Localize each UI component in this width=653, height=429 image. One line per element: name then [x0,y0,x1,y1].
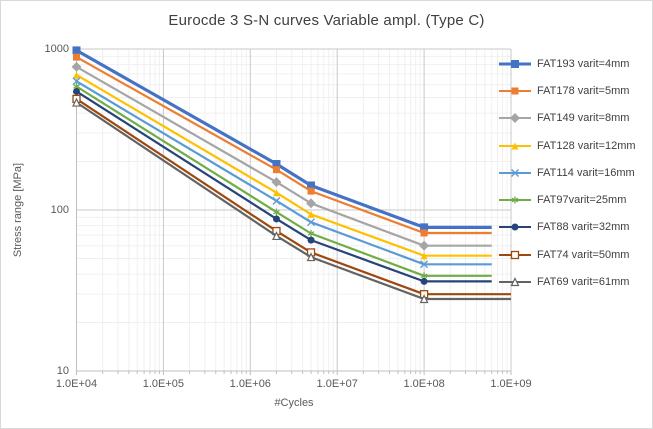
series-fat97varit-25mm [73,82,492,280]
legend-item: FAT128 varit=12mm [498,132,652,159]
x-tick-label: 1.0E+08 [403,378,445,390]
series-fat114-varit-16mm [72,77,492,269]
x-tick-label: 1.0E+09 [490,378,532,390]
series-line [75,85,492,277]
legend-swatch [499,277,531,287]
series-fat88-varit-32mm [73,87,492,285]
legend-label: FAT74 varit=50mm [537,248,630,261]
legend-swatch [499,168,531,177]
legend-label: FAT149 varit=8mm [537,112,630,125]
legend-label: FAT128 varit=12mm [537,139,636,152]
legend-label: FAT178 varit=5mm [537,84,630,97]
legend-label: FAT193 varit=4mm [537,57,630,70]
x-tick-label: 1.0E+06 [229,378,271,390]
legend-item: FAT149 varit=8mm [498,105,652,132]
legend-item: FAT69 varit=61mm [498,268,652,295]
x-tick-label: 1.0E+07 [316,378,358,390]
legend-item: FAT97varit=25mm [498,186,652,213]
legend-item: FAT88 varit=32mm [498,214,652,241]
y-tick-label: 1000 [44,42,69,55]
legend-label: FAT88 varit=32mm [537,221,630,234]
legend-swatch [499,250,531,259]
series-line [75,65,492,247]
series-fat128-varit-12mm [73,71,492,260]
legend-swatch [499,223,531,231]
y-tick-label: 10 [56,364,69,377]
legend-item: FAT114 varit=16mm [498,159,652,186]
series-fat178-varit-5mm [73,53,492,237]
legend-swatch [499,142,531,150]
legend-label: FAT114 varit=16mm [537,166,635,179]
legend-swatch [499,113,531,124]
chart-title: Eurocde 3 S-N curves Variable ampl. (Typ… [168,12,485,29]
y-tick-label: 100 [50,203,69,216]
legend-item: FAT178 varit=5mm [498,77,652,104]
legend-swatch [499,87,531,95]
legend-label: FAT69 varit=61mm [537,276,630,289]
series-fat193-varit-4mm [72,46,492,232]
legend-label: FAT97varit=25mm [537,194,627,207]
x-tick-label: 1.0E+04 [55,378,98,390]
series-fat69-varit-61mm [72,97,511,304]
legend-item: FAT193 varit=4mm [498,50,652,77]
legend-swatch [499,196,531,204]
x-axis-title: #Cycles [274,397,314,409]
legend-swatch [499,59,531,68]
legend-item: FAT74 varit=50mm [498,241,652,268]
legend: FAT193 varit=4mm FAT178 varit=5mm FAT149 v… [498,50,652,296]
x-tick-label: 1.0E+05 [142,378,185,390]
